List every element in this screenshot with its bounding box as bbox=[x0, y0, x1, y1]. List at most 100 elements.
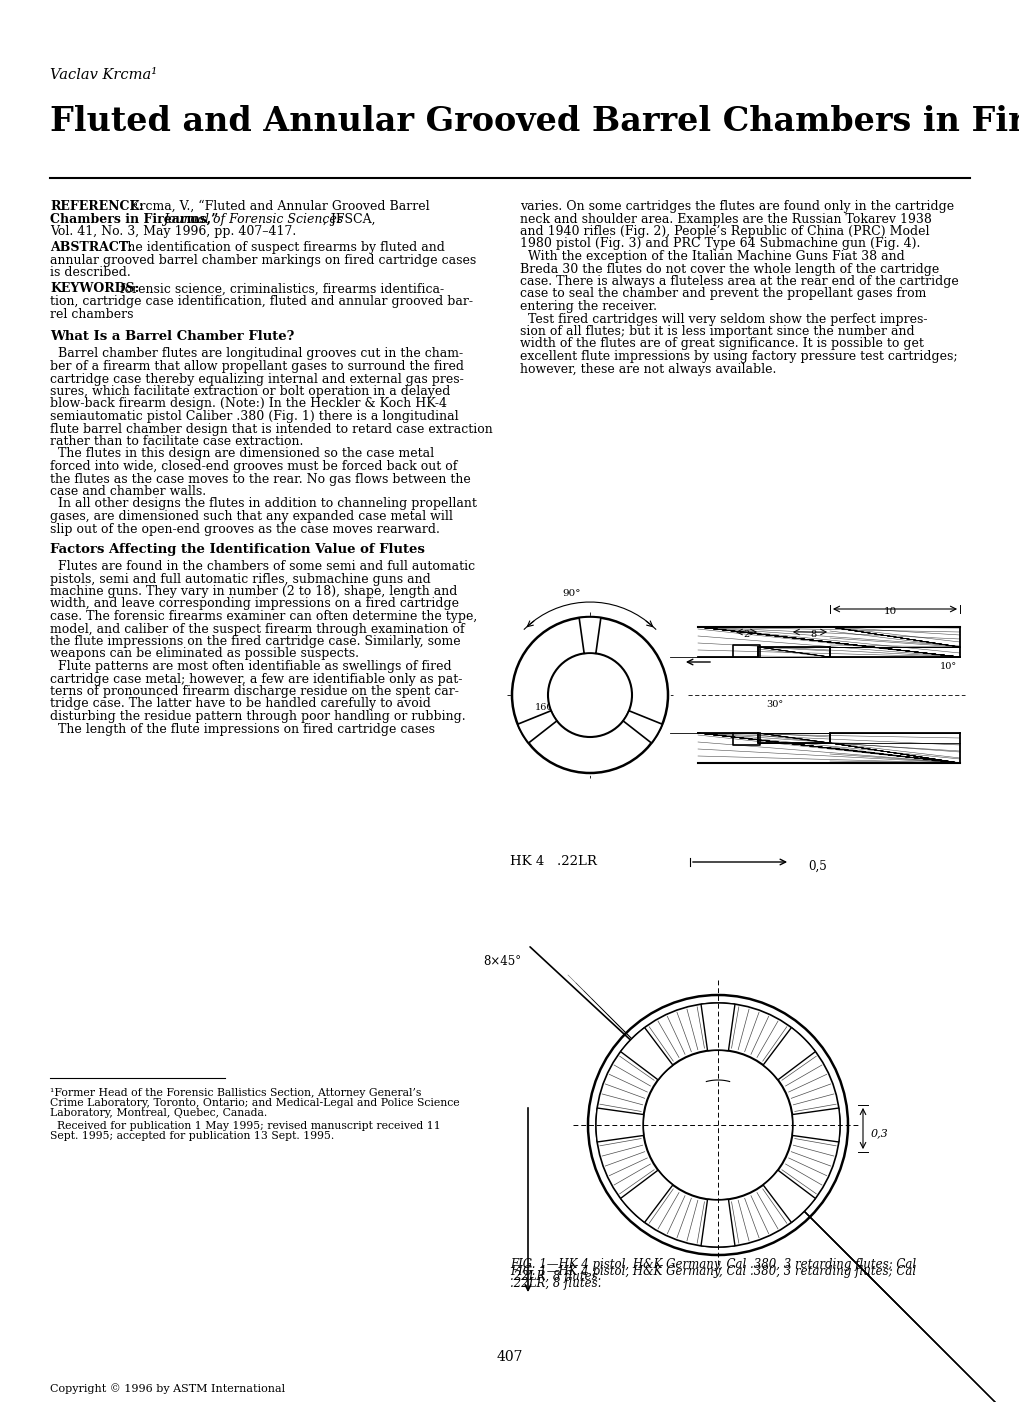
Text: Flutes are found in the chambers of some semi and full automatic: Flutes are found in the chambers of some… bbox=[50, 559, 475, 573]
Text: excellent flute impressions by using factory pressure test cartridges;: excellent flute impressions by using fac… bbox=[520, 350, 957, 363]
Text: and 1940 rifles (Fig. 2), People’s Republic of China (PRC) Model: and 1940 rifles (Fig. 2), People’s Repub… bbox=[520, 224, 928, 238]
Text: 407: 407 bbox=[496, 1350, 523, 1364]
Text: KEYWORDS:: KEYWORDS: bbox=[50, 282, 140, 296]
Text: Fluted and Annular Grooved Barrel Chambers in Firearms: Fluted and Annular Grooved Barrel Chambe… bbox=[50, 105, 1019, 137]
Text: width, and leave corresponding impressions on a fired cartridge: width, and leave corresponding impressio… bbox=[50, 597, 459, 610]
Text: case. The forensic firearms examiner can often determine the type,: case. The forensic firearms examiner can… bbox=[50, 610, 477, 622]
Text: gases, are dimensioned such that any expanded case metal will: gases, are dimensioned such that any exp… bbox=[50, 510, 452, 523]
Text: entering the receiver.: entering the receiver. bbox=[520, 300, 656, 313]
Text: The identification of suspect firearms by fluted and: The identification of suspect firearms b… bbox=[115, 241, 444, 254]
Text: blow-back firearm design. (Note:) In the Heckler & Koch HK-4: blow-back firearm design. (Note:) In the… bbox=[50, 398, 446, 411]
Text: case to seal the chamber and prevent the propellant gases from: case to seal the chamber and prevent the… bbox=[520, 287, 925, 300]
Text: varies. On some cartridges the flutes are found only in the cartridge: varies. On some cartridges the flutes ar… bbox=[520, 200, 953, 213]
Text: tridge case. The latter have to be handled carefully to avoid: tridge case. The latter have to be handl… bbox=[50, 698, 430, 711]
Text: 10: 10 bbox=[882, 607, 896, 615]
Text: What Is a Barrel Chamber Flute?: What Is a Barrel Chamber Flute? bbox=[50, 329, 294, 343]
Text: however, these are not always available.: however, these are not always available. bbox=[520, 363, 775, 376]
Text: .22LR, 8 flutes.: .22LR, 8 flutes. bbox=[510, 1270, 601, 1283]
Polygon shape bbox=[620, 1171, 673, 1223]
Text: is described.: is described. bbox=[50, 266, 130, 279]
Circle shape bbox=[547, 653, 632, 737]
Text: Crime Laboratory, Toronto, Ontario; and Medical-Legal and Police Science: Crime Laboratory, Toronto, Ontario; and … bbox=[50, 1098, 460, 1108]
Text: REFERENCE:: REFERENCE: bbox=[50, 200, 144, 213]
Text: Krcma, V., “Fluted and Annular Grooved Barrel: Krcma, V., “Fluted and Annular Grooved B… bbox=[126, 200, 429, 213]
Text: Factors Affecting the Identification Value of Flutes: Factors Affecting the Identification Val… bbox=[50, 543, 425, 555]
Polygon shape bbox=[700, 1002, 735, 1050]
Text: HK 4   .22LR: HK 4 .22LR bbox=[510, 855, 596, 868]
Text: cartridge case thereby equalizing internal and external gas pres-: cartridge case thereby equalizing intern… bbox=[50, 373, 464, 386]
Text: terns of pronounced firearm discharge residue on the spent car-: terns of pronounced firearm discharge re… bbox=[50, 686, 459, 698]
Text: neck and shoulder area. Examples are the Russian Tokarev 1938: neck and shoulder area. Examples are the… bbox=[520, 213, 931, 226]
Polygon shape bbox=[595, 1108, 643, 1143]
Text: the flute impressions on the fired cartridge case. Similarly, some: the flute impressions on the fired cartr… bbox=[50, 635, 461, 648]
Polygon shape bbox=[700, 1199, 735, 1246]
Text: forensic science, criminalistics, firearms identifica-: forensic science, criminalistics, firear… bbox=[116, 282, 443, 296]
Text: 16: 16 bbox=[585, 652, 597, 660]
Text: sures, which facilitate extraction or bolt operation in a delayed: sures, which facilitate extraction or bo… bbox=[50, 386, 450, 398]
Text: sion of all flutes; but it is less important since the number and: sion of all flutes; but it is less impor… bbox=[520, 325, 914, 338]
Text: 8×45°: 8×45° bbox=[483, 955, 521, 967]
Text: ¹Former Head of the Forensic Ballistics Section, Attorney General’s: ¹Former Head of the Forensic Ballistics … bbox=[50, 1088, 421, 1098]
Text: 0,5: 0,5 bbox=[807, 859, 826, 873]
Polygon shape bbox=[620, 1028, 673, 1080]
Text: rel chambers: rel chambers bbox=[50, 307, 133, 321]
Text: 10°: 10° bbox=[940, 662, 956, 672]
Text: .22LR, 8 flutes.: .22LR, 8 flutes. bbox=[510, 1277, 601, 1290]
Text: annular grooved barrel chamber markings on fired cartridge cases: annular grooved barrel chamber markings … bbox=[50, 254, 476, 266]
Text: ABSTRACT:: ABSTRACT: bbox=[50, 241, 132, 254]
Text: 0,3: 0,3 bbox=[870, 1129, 888, 1138]
Text: Vaclav Krcma¹: Vaclav Krcma¹ bbox=[50, 69, 157, 81]
Text: model, and caliber of the suspect firearm through examination of: model, and caliber of the suspect firear… bbox=[50, 622, 465, 635]
Text: case. There is always a fluteless area at the rear end of the cartridge: case. There is always a fluteless area a… bbox=[520, 275, 958, 287]
Text: semiautomatic pistol Caliber .380 (Fig. 1) there is a longitudinal: semiautomatic pistol Caliber .380 (Fig. … bbox=[50, 409, 459, 423]
Text: FIG. 1—HK 4 pistol, H&K Germany, Cal .380, 3 retarding flutes; Cal: FIG. 1—HK 4 pistol, H&K Germany, Cal .38… bbox=[510, 1258, 915, 1272]
Text: Vol. 41, No. 3, May 1996, pp. 407–417.: Vol. 41, No. 3, May 1996, pp. 407–417. bbox=[50, 224, 296, 238]
Text: Received for publication 1 May 1995; revised manuscript received 11: Received for publication 1 May 1995; rev… bbox=[50, 1122, 440, 1131]
Bar bbox=[568, 974, 867, 1274]
Text: The flutes in this design are dimensioned so the case metal: The flutes in this design are dimensione… bbox=[50, 447, 434, 460]
Text: cartridge case metal; however, a few are identifiable only as pat-: cartridge case metal; however, a few are… bbox=[50, 673, 462, 686]
Text: 90°: 90° bbox=[561, 589, 580, 599]
Text: Chambers in Firearms,”: Chambers in Firearms,” bbox=[50, 213, 222, 226]
Polygon shape bbox=[518, 711, 556, 743]
Text: machine guns. They vary in number (2 to 18), shape, length and: machine guns. They vary in number (2 to … bbox=[50, 585, 457, 599]
Polygon shape bbox=[579, 617, 600, 653]
Text: slip out of the open-end grooves as the case moves rearward.: slip out of the open-end grooves as the … bbox=[50, 523, 439, 536]
Text: rather than to facilitate case extraction.: rather than to facilitate case extractio… bbox=[50, 435, 303, 449]
Text: 120°: 120° bbox=[604, 702, 628, 712]
Text: Barrel chamber flutes are longitudinal grooves cut in the cham-: Barrel chamber flutes are longitudinal g… bbox=[50, 348, 463, 360]
Text: 2: 2 bbox=[742, 629, 749, 639]
Text: The length of the flute impressions on fired cartridge cases: The length of the flute impressions on f… bbox=[50, 722, 434, 736]
Text: , JFSCA,: , JFSCA, bbox=[323, 213, 375, 226]
Text: width of the flutes are of great significance. It is possible to get: width of the flutes are of great signifi… bbox=[520, 338, 923, 350]
Text: 8: 8 bbox=[809, 629, 815, 639]
Text: the flutes as the case moves to the rear. No gas flows between the: the flutes as the case moves to the rear… bbox=[50, 472, 471, 485]
Text: tion, cartridge case identification, fluted and annular grooved bar-: tion, cartridge case identification, flu… bbox=[50, 294, 473, 308]
Text: 160°: 160° bbox=[535, 702, 557, 712]
Text: 30°: 30° bbox=[767, 1066, 788, 1078]
Text: Sept. 1995; accepted for publication 13 Sept. 1995.: Sept. 1995; accepted for publication 13 … bbox=[50, 1131, 334, 1141]
Text: In all other designs the flutes in addition to channeling propellant: In all other designs the flutes in addit… bbox=[50, 498, 477, 510]
Text: pistols, semi and full automatic rifles, submachine guns and: pistols, semi and full automatic rifles,… bbox=[50, 572, 430, 586]
Circle shape bbox=[595, 1002, 840, 1246]
Text: 30°: 30° bbox=[765, 700, 783, 709]
Text: forced into wide, closed-end grooves must be forced back out of: forced into wide, closed-end grooves mus… bbox=[50, 460, 457, 472]
Text: Copyright © 1996 by ASTM International: Copyright © 1996 by ASTM International bbox=[50, 1382, 285, 1394]
Text: case and chamber walls.: case and chamber walls. bbox=[50, 485, 206, 498]
Text: flute barrel chamber design that is intended to retard case extraction: flute barrel chamber design that is inte… bbox=[50, 422, 492, 436]
Polygon shape bbox=[762, 1028, 814, 1080]
Text: Breda 30 the flutes do not cover the whole length of the cartridge: Breda 30 the flutes do not cover the who… bbox=[520, 262, 938, 276]
Polygon shape bbox=[623, 711, 661, 743]
Text: FIG. 1—HK 4 pistol, H&K Germany, Cal .380, 3 retarding flutes; Cal: FIG. 1—HK 4 pistol, H&K Germany, Cal .38… bbox=[510, 1265, 915, 1279]
Text: weapons can be eliminated as possible suspects.: weapons can be eliminated as possible su… bbox=[50, 648, 359, 660]
Circle shape bbox=[512, 617, 667, 773]
Text: Journal of Forensic Sciences: Journal of Forensic Sciences bbox=[163, 213, 342, 226]
Text: ber of a firearm that allow propellant gases to surround the fired: ber of a firearm that allow propellant g… bbox=[50, 360, 464, 373]
Text: With the exception of the Italian Machine Guns Fiat 38 and: With the exception of the Italian Machin… bbox=[520, 250, 904, 264]
Text: 1980 pistol (Fig. 3) and PRC Type 64 Submachine gun (Fig. 4).: 1980 pistol (Fig. 3) and PRC Type 64 Sub… bbox=[520, 237, 919, 251]
Polygon shape bbox=[792, 1108, 840, 1143]
Circle shape bbox=[642, 1050, 792, 1200]
Text: Test fired cartridges will very seldom show the perfect impres-: Test fired cartridges will very seldom s… bbox=[520, 313, 926, 325]
Text: Laboratory, Montreal, Quebec, Canada.: Laboratory, Montreal, Quebec, Canada. bbox=[50, 1108, 267, 1117]
Text: Flute patterns are most often identifiable as swellings of fired: Flute patterns are most often identifiab… bbox=[50, 660, 451, 673]
